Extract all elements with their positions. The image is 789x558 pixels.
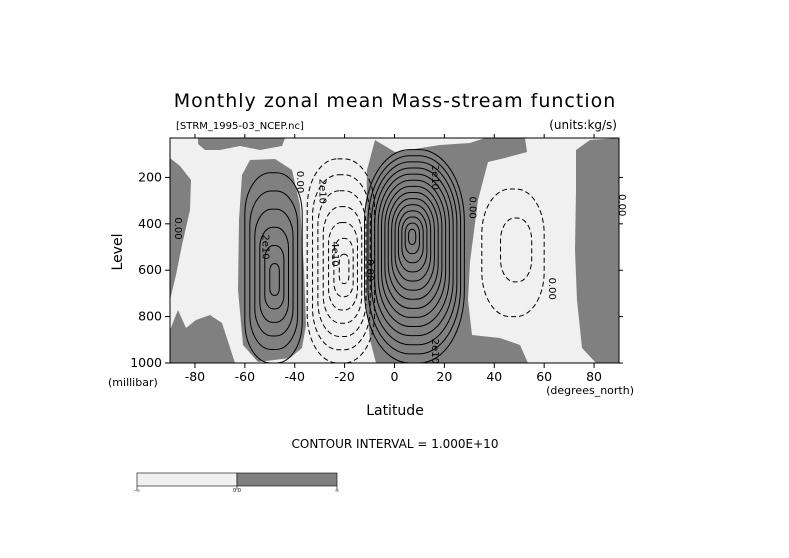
x-tick-label: -40 xyxy=(285,369,305,384)
contour-label: 0.00 xyxy=(616,194,627,216)
contour-line xyxy=(269,263,280,296)
x-tick-label: 0 xyxy=(391,369,399,384)
contour-labels: 0.00 0.00 2e10 2e10 4e10 0.00 2e10 0.00 2e10 0.00… xyxy=(172,165,627,364)
x-axis: -80 -60 -40 -20 0 20 40 60 80 xyxy=(185,134,602,384)
contour-line xyxy=(244,172,303,363)
y-tick-label: 800 xyxy=(138,309,162,324)
contour-line xyxy=(391,198,435,291)
contour-line xyxy=(249,190,299,350)
x-tick-label: 60 xyxy=(536,369,552,384)
contour-label: 4e10 xyxy=(329,241,340,266)
positive-region-sh-top xyxy=(198,138,285,150)
colorbar-label-max: ∞ xyxy=(335,488,339,494)
y-axis-label: Level xyxy=(110,234,126,271)
contour-line xyxy=(380,179,447,318)
contour-interval-label: CONTOUR INTERVAL = 1.000E+10 xyxy=(292,437,499,451)
x-axis-unit: (degrees_north) xyxy=(546,384,634,397)
contour-line xyxy=(364,149,465,363)
y-axis: 200 400 600 800 1000 xyxy=(130,169,623,370)
contour-line xyxy=(322,206,363,324)
colorbar: -∞ 0.0 ∞ xyxy=(134,472,339,494)
positive-region-sh-ground xyxy=(170,310,235,363)
positive-region-nh-direct xyxy=(366,138,528,363)
y-tick-label: 600 xyxy=(138,262,162,277)
contour-line xyxy=(338,253,350,284)
x-tick-label: -80 xyxy=(185,369,205,384)
plot-area xyxy=(170,138,619,363)
units-label: (units:kg/s) xyxy=(549,118,617,132)
y-tick-label: 200 xyxy=(138,169,162,184)
contour-line xyxy=(306,158,376,363)
x-tick-label: -60 xyxy=(235,369,255,384)
contour-line xyxy=(254,208,294,337)
file-label: [STRM_1995-03_NCEP.nc] xyxy=(176,121,304,132)
chart-title: Monthly zonal mean Mass-stream function xyxy=(174,90,617,112)
x-tick-label: 40 xyxy=(486,369,502,384)
contour-line xyxy=(377,173,450,328)
contour-line xyxy=(397,210,428,273)
contour-line xyxy=(384,185,443,309)
contour-line xyxy=(367,155,462,355)
contour-label: 0.00 xyxy=(364,259,375,281)
positive-region-sh-polar xyxy=(170,158,191,300)
contour-label: 0.00 xyxy=(294,171,305,193)
positive-region-nh-polar xyxy=(575,138,619,363)
x-axis-label: Latitude xyxy=(366,403,424,419)
contour-label: 0.00 xyxy=(466,196,477,218)
colorbar-label-min: -∞ xyxy=(134,488,140,494)
contour-label: 0.00 xyxy=(172,217,183,239)
colorbar-negative-swatch xyxy=(136,472,238,487)
contour-line xyxy=(328,221,358,311)
x-tick-label: 20 xyxy=(436,369,452,384)
contour-line xyxy=(481,188,545,318)
contour-line xyxy=(387,192,439,300)
y-tick-label: 400 xyxy=(138,216,162,231)
contour-line xyxy=(404,222,420,255)
y-axis-unit: (millibar) xyxy=(108,376,158,389)
contour-line xyxy=(401,216,424,264)
x-tick-label: -20 xyxy=(334,369,354,384)
colorbar-label-zero: 0.0 xyxy=(233,488,241,494)
contour-line xyxy=(259,226,289,323)
contour-line xyxy=(408,228,417,246)
contour-line xyxy=(394,204,432,282)
contour-label: 2e10 xyxy=(429,165,440,190)
x-tick-label: 80 xyxy=(586,369,602,384)
contour-line xyxy=(264,244,285,310)
contour-lines xyxy=(244,149,545,363)
contour-line xyxy=(500,217,533,283)
contour-line xyxy=(312,174,371,351)
contour-line xyxy=(370,161,458,346)
contour-label: 2e10 xyxy=(259,234,270,259)
contour-label: 2e10 xyxy=(429,339,440,364)
contour-line xyxy=(317,190,367,337)
colorbar-positive-swatch xyxy=(236,472,338,487)
y-tick-label: 1000 xyxy=(130,355,162,370)
contour-line xyxy=(333,237,354,298)
contour-label: 2e10 xyxy=(317,179,328,204)
contour-label: 0.00 xyxy=(546,278,557,300)
